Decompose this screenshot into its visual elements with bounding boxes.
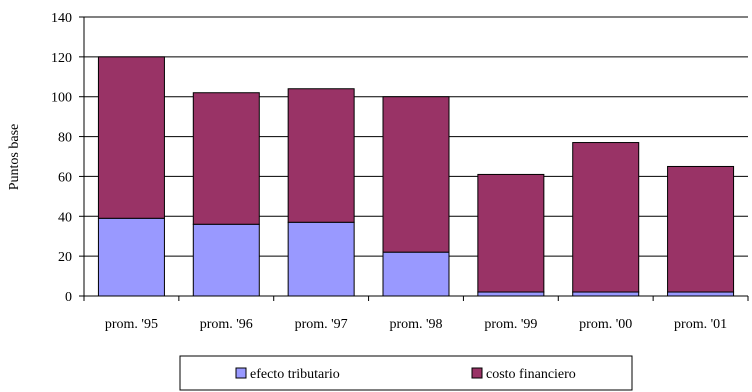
y-tick-label: 60 [58, 170, 72, 185]
y-tick-label: 0 [65, 290, 72, 305]
bar-efecto-tributario [192, 223, 260, 297]
x-category-label: prom. '99 [484, 317, 537, 332]
y-axis-title: Puntos base [7, 124, 22, 191]
bar-efecto-tributario [572, 291, 640, 297]
bar-costo-financiero [382, 96, 450, 253]
x-category-label: prom. '95 [105, 317, 158, 332]
y-tick-label: 80 [58, 131, 72, 146]
legend-swatch-efecto-tributario [235, 367, 247, 379]
y-tick-label: 40 [58, 210, 72, 225]
x-category-label: prom. '98 [389, 317, 442, 332]
legend-label-efecto-tributario: efecto tributario [250, 367, 340, 382]
x-category-label: prom. '97 [295, 317, 348, 332]
y-tick-label: 140 [51, 11, 72, 26]
legend-label-costo-financiero: costo financiero [486, 367, 576, 382]
bar-costo-financiero [192, 92, 260, 225]
y-tick-labels: 0 20 40 60 80 100 120 140 [51, 11, 72, 305]
bar-costo-financiero [97, 56, 165, 219]
x-category-label: prom. '00 [579, 317, 632, 332]
bar-costo-financiero [667, 165, 735, 293]
bar-efecto-tributario [287, 221, 355, 297]
legend-swatch-costo-financiero [471, 367, 483, 379]
x-tick-labels: prom. '95 prom. '96 prom. '97 prom. '98 prom… [105, 317, 727, 332]
bars [97, 56, 735, 297]
legend: efecto tributario costo financiero [179, 355, 633, 391]
bar-costo-financiero [477, 173, 545, 293]
bar-efecto-tributario [477, 291, 545, 297]
y-tick-label: 20 [58, 250, 72, 265]
bar-costo-financiero [572, 142, 640, 293]
y-tick-label: 120 [51, 51, 72, 66]
bar-efecto-tributario [667, 291, 735, 297]
x-category-label: prom. '01 [674, 317, 727, 332]
bar-costo-financiero [287, 88, 355, 223]
x-category-label: prom. '96 [200, 317, 253, 332]
legend-box [179, 355, 633, 391]
axes [79, 16, 749, 301]
y-tick-label: 100 [51, 91, 72, 106]
bar-efecto-tributario [97, 217, 165, 297]
bar-efecto-tributario [382, 251, 450, 297]
